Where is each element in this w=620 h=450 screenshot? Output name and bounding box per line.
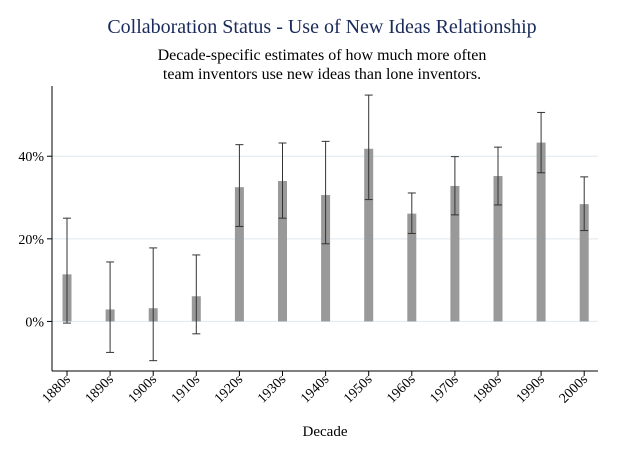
x-tick-label-1980s: 1980s bbox=[471, 372, 505, 406]
bar-1940s bbox=[321, 195, 331, 322]
x-tick-label-2000s: 2000s bbox=[557, 372, 591, 406]
x-axis-title: Decade bbox=[303, 424, 348, 440]
bar-1960s bbox=[407, 213, 417, 322]
error-bar-1950s bbox=[364, 94, 373, 201]
bar-1930s bbox=[278, 181, 287, 322]
bar-1920s bbox=[234, 187, 244, 322]
error-bar-1920s bbox=[235, 144, 244, 227]
error-bar-1930s bbox=[278, 142, 287, 219]
chart-title: Collaboration Status - Use of New Ideas … bbox=[107, 16, 536, 38]
x-tick-label-1920s: 1920s bbox=[212, 372, 246, 406]
error-bar-1990s bbox=[537, 111, 546, 174]
error-bar-1880s bbox=[63, 217, 71, 324]
bar-1970s bbox=[450, 185, 460, 322]
x-tick-label-1910s: 1910s bbox=[169, 372, 203, 406]
x-tick-label-1880s: 1880s bbox=[40, 372, 74, 406]
error-bar-2000s bbox=[580, 176, 589, 232]
error-bars bbox=[63, 94, 589, 362]
y-axis-ticks: 0% 20% 40% bbox=[18, 150, 52, 330]
x-tick-label-1990s: 1990s bbox=[514, 372, 548, 406]
y-tick-label: 0% bbox=[25, 315, 44, 330]
y-tick-label: 40% bbox=[18, 150, 44, 165]
x-tick-label-1950s: 1950s bbox=[341, 372, 375, 406]
error-bar-1890s bbox=[106, 261, 115, 353]
error-bar-1910s bbox=[192, 254, 201, 335]
bar-1990s bbox=[536, 142, 546, 322]
chart-subtitle-line-2: team inventors use new ideas than lone i… bbox=[163, 66, 481, 83]
x-tick-label-1940s: 1940s bbox=[298, 372, 332, 406]
bar-2000s bbox=[579, 204, 589, 322]
bar-1950s bbox=[364, 148, 374, 322]
x-tick-label-1930s: 1930s bbox=[255, 372, 289, 406]
error-bar-1980s bbox=[494, 146, 502, 206]
chart-subtitle-line-1: Decade-specific estimates of how much mo… bbox=[158, 47, 487, 64]
x-tick-label-1960s: 1960s bbox=[384, 372, 418, 406]
y-tick-label: 20% bbox=[18, 233, 44, 248]
error-bar-1900s bbox=[149, 247, 158, 362]
x-axis-ticks: 1880s 1890s 1900s 1910s 1920s 1930s 1940s 1950s… bbox=[40, 371, 591, 406]
x-tick-label-1900s: 1900s bbox=[126, 372, 160, 406]
bar-1980s bbox=[493, 176, 503, 322]
error-bar-1970s bbox=[450, 156, 459, 216]
error-bar-1940s bbox=[321, 140, 330, 245]
x-tick-label-1970s: 1970s bbox=[427, 372, 461, 406]
error-bar-1960s bbox=[407, 192, 416, 234]
x-tick-label-1890s: 1890s bbox=[83, 372, 117, 406]
